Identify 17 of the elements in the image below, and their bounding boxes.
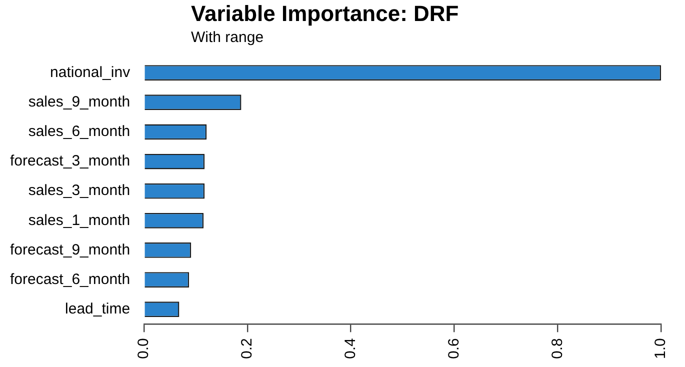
y-tick-label: sales_1_month (28, 212, 130, 229)
y-tick-label: sales_6_month (28, 123, 130, 140)
x-tick-label: 0.4 (342, 338, 359, 360)
chart-subtitle: With range (191, 29, 264, 46)
y-tick-label: lead_time (65, 300, 130, 318)
y-tick-label: sales_9_month (28, 94, 130, 110)
y-tick-label: sales_3_month (28, 182, 130, 200)
x-tick-label: 1.0 (652, 338, 670, 360)
x-tick-label: 0.0 (135, 338, 152, 360)
x-tick-label: 0.8 (548, 338, 566, 360)
y-tick-label: national_inv (50, 64, 131, 81)
y-tick-label: forecast_3_month (10, 152, 130, 170)
chart-title: Variable Importance: DRF (191, 1, 459, 26)
x-tick-label: 0.2 (238, 338, 256, 360)
y-tick-label: forecast_6_month (10, 270, 130, 288)
y-tick-label: forecast_9_month (10, 241, 130, 258)
x-tick-label: 0.6 (445, 338, 462, 360)
